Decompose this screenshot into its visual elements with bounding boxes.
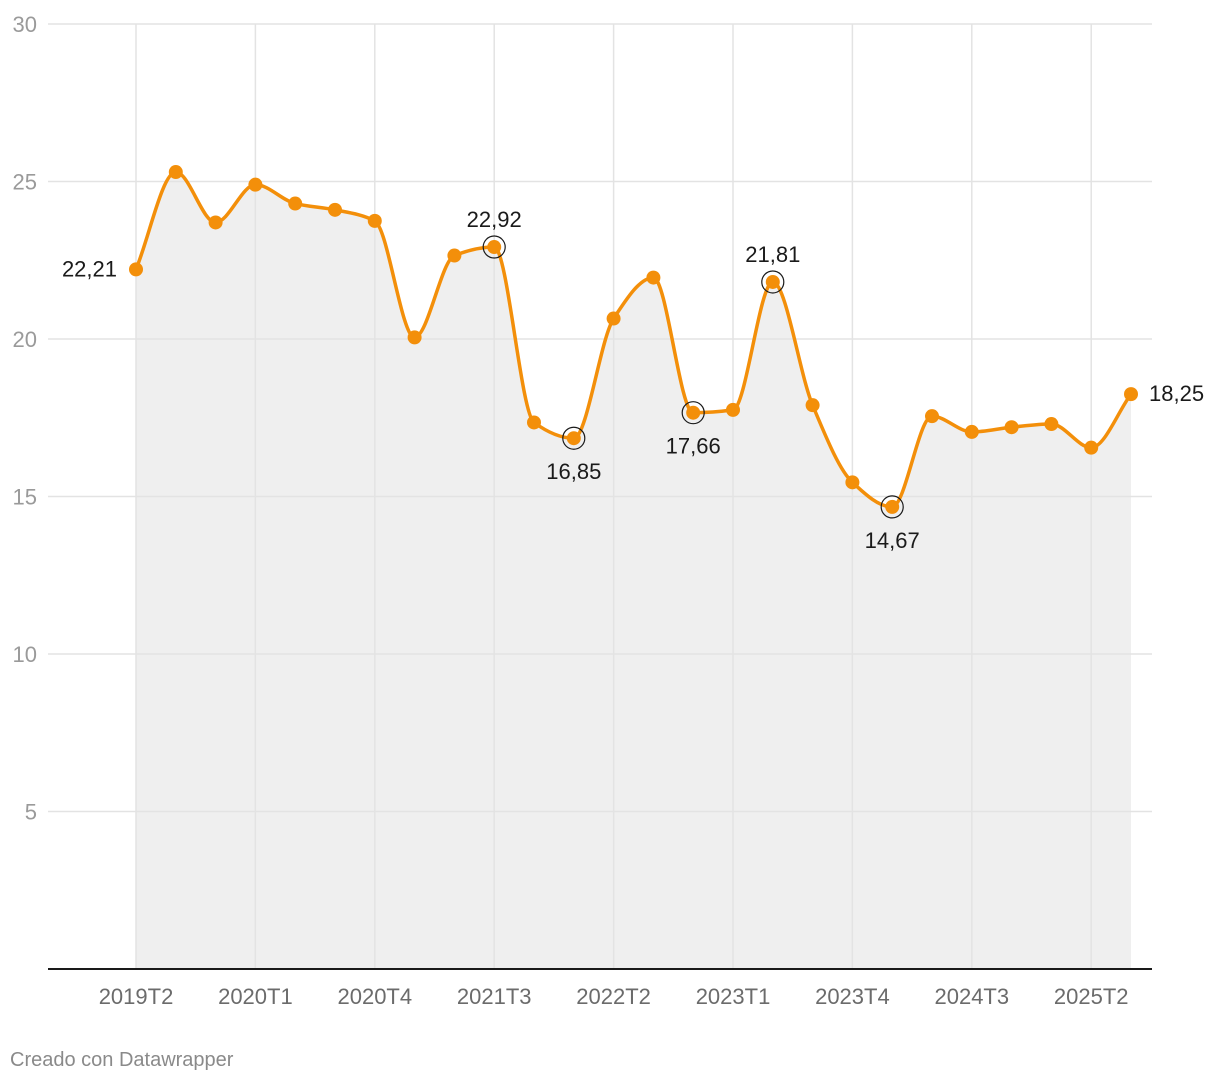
data-point [1044,417,1059,432]
x-tick-label: 2025T2 [1054,984,1129,1009]
x-tick-label: 2023T4 [815,984,890,1009]
data-point [1084,440,1099,455]
data-point [765,274,780,289]
data-point [686,405,701,420]
data-point [1124,387,1138,402]
label-layer: 22,21 22,92 16,85 17,66 21,81 14,67 18,25 [62,207,1204,553]
data-point [566,431,581,446]
x-tick-label: 2022T2 [576,984,651,1009]
y-tick-label: 5 [25,800,37,825]
data-point [885,499,900,514]
y-tick-label: 25 [13,170,37,195]
y-tick-label: 15 [13,485,37,510]
data-point [805,398,820,413]
data-point [646,270,661,285]
footer-credit: Creado con Datawrapper [10,1049,234,1071]
data-point [248,177,263,192]
axis-layer: 5 10 15 20 25 30 2019T2 2020T1 2020T4 2021T3 2022T… [13,12,1152,1009]
x-tick-label: 2023T1 [696,984,771,1009]
highlight-ring [880,495,904,519]
data-label: 22,21 [62,256,117,281]
line-chart: 22,21 22,92 16,85 17,66 21,81 14,67 18,25 5 10 1… [13,12,1205,1009]
data-label: 22,92 [467,207,522,232]
y-tick-label: 10 [13,642,37,667]
data-point [367,213,382,228]
y-tick-label: 30 [13,12,37,37]
point-layer [129,165,1138,519]
data-point [208,215,223,230]
data-point [407,330,422,345]
highlight-ring [761,270,785,294]
x-tick-label: 2020T4 [337,984,412,1009]
data-point [964,424,979,439]
data-point [129,262,143,277]
data-point [168,165,183,180]
data-point [328,202,342,217]
data-label: 21,81 [745,242,800,267]
grid-layer [48,23,1152,969]
data-label: 16,85 [546,459,601,484]
data-point [447,248,462,263]
highlight-ring [482,235,506,259]
area-fill [136,172,1131,970]
data-label: 17,66 [666,434,721,459]
data-point [845,475,860,490]
data-label: 18,25 [1149,381,1204,406]
highlight-ring [681,401,705,425]
area-layer [136,172,1131,970]
data-point [527,415,541,430]
data-label: 14,67 [865,528,920,553]
x-tick-label: 2021T3 [457,984,532,1009]
x-tick-label: 2020T1 [218,984,293,1009]
y-tick-label: 20 [13,327,37,352]
highlight-ring [562,426,586,450]
x-tick-label: 2019T2 [99,984,174,1009]
data-point [726,402,740,417]
x-tick-label: 2024T3 [934,984,1009,1009]
data-point [487,240,502,255]
data-point [606,311,621,326]
data-point [925,409,939,424]
data-point [1004,420,1019,435]
data-point [288,196,303,211]
